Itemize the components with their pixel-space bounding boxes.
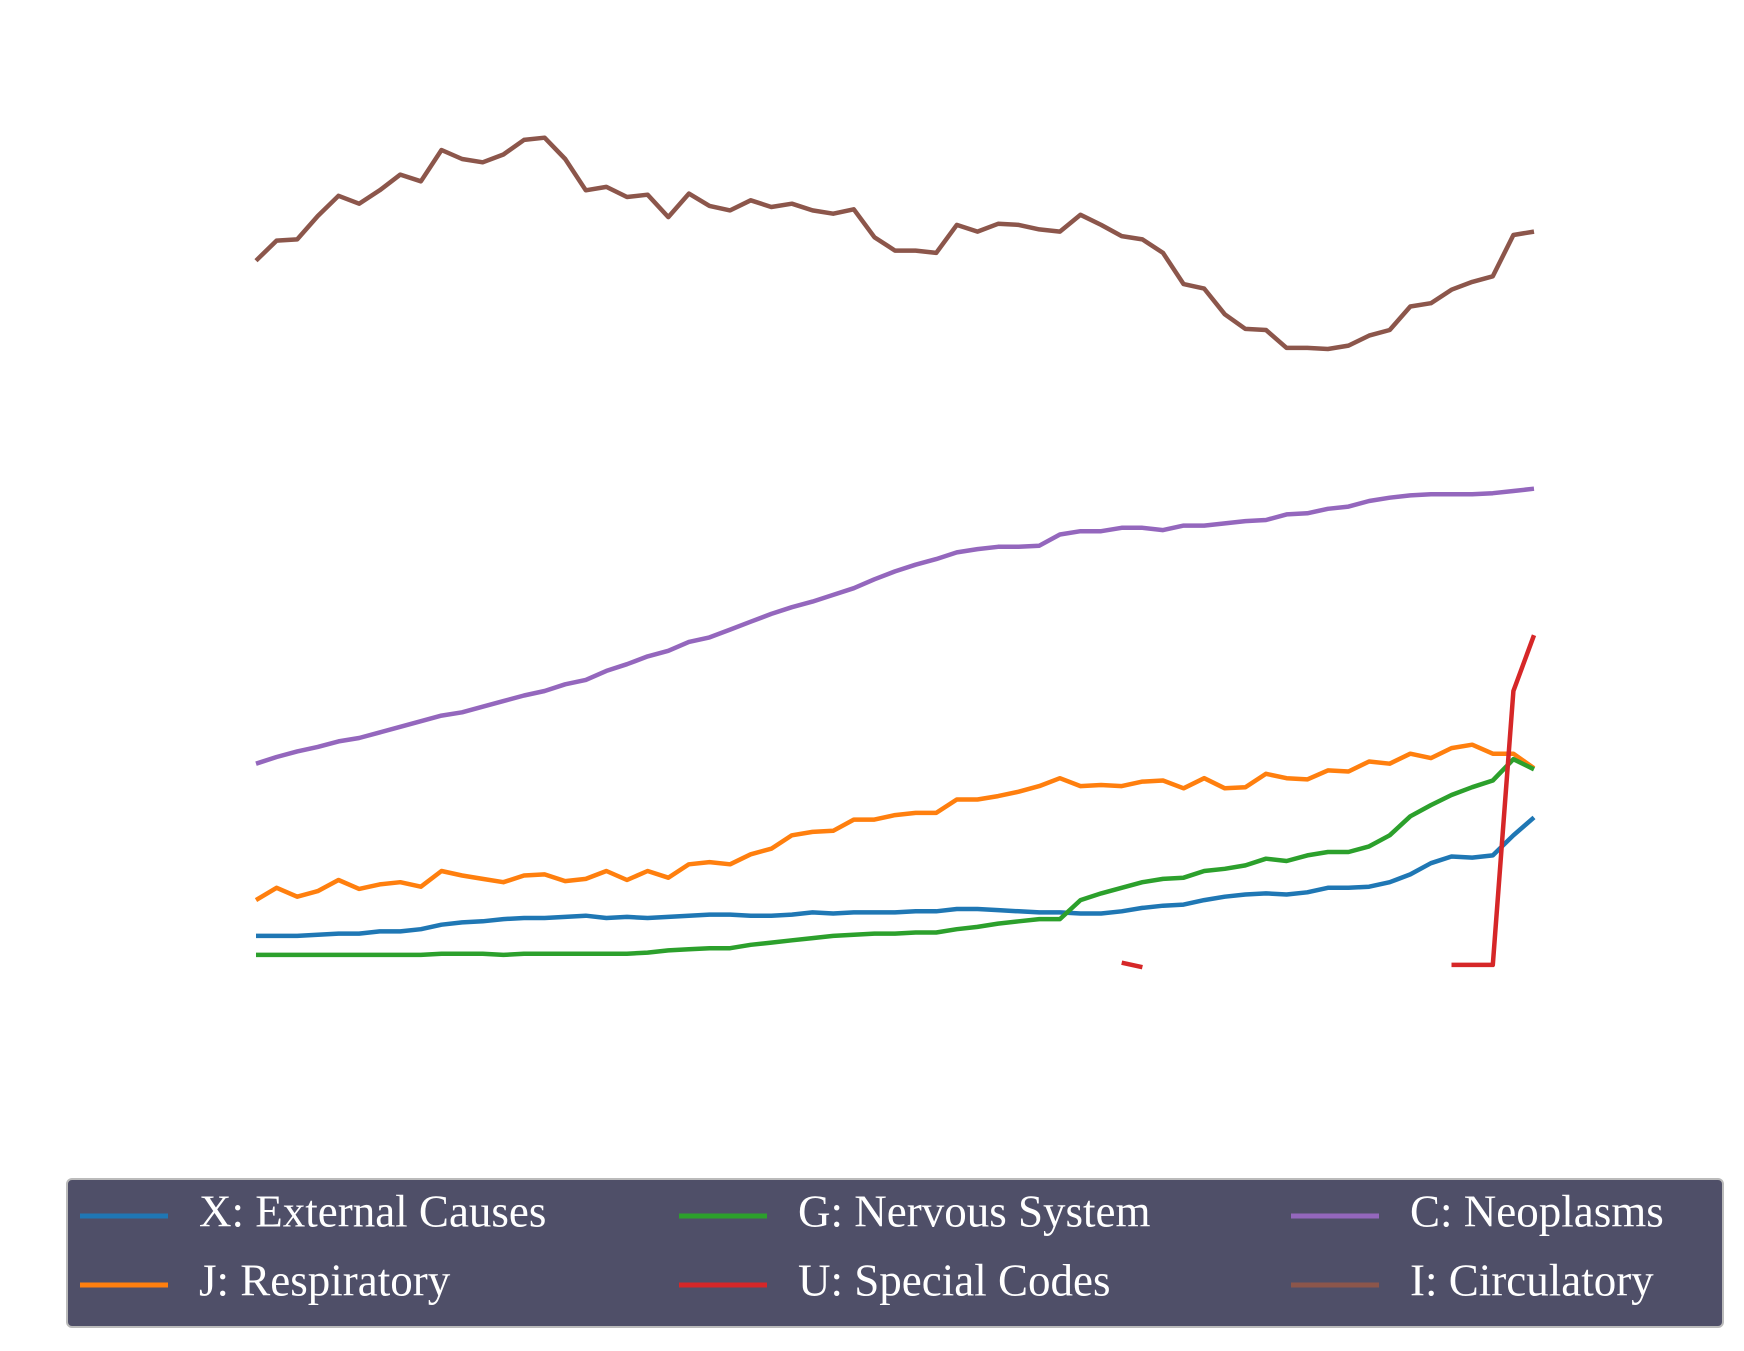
line-series xyxy=(1451,634,1537,968)
line-series xyxy=(1121,960,1143,970)
plot-area xyxy=(254,135,1537,970)
line-series xyxy=(256,756,1535,958)
legend-label: C: Neoplasms xyxy=(1410,1186,1664,1236)
legend-label: G: Nervous System xyxy=(798,1186,1151,1236)
line-series xyxy=(255,486,1535,766)
legend-label: U: Special Codes xyxy=(798,1255,1110,1305)
line-series xyxy=(254,135,1535,352)
legend-label: X: External Causes xyxy=(199,1186,546,1236)
legend-label: J: Respiratory xyxy=(199,1255,451,1305)
legend: X: External Causes J: Respiratory G: Nervo… xyxy=(80,1186,1664,1305)
line-series xyxy=(256,815,1536,939)
line-series xyxy=(254,742,1536,903)
legend-label: I: Circulatory xyxy=(1410,1255,1654,1305)
